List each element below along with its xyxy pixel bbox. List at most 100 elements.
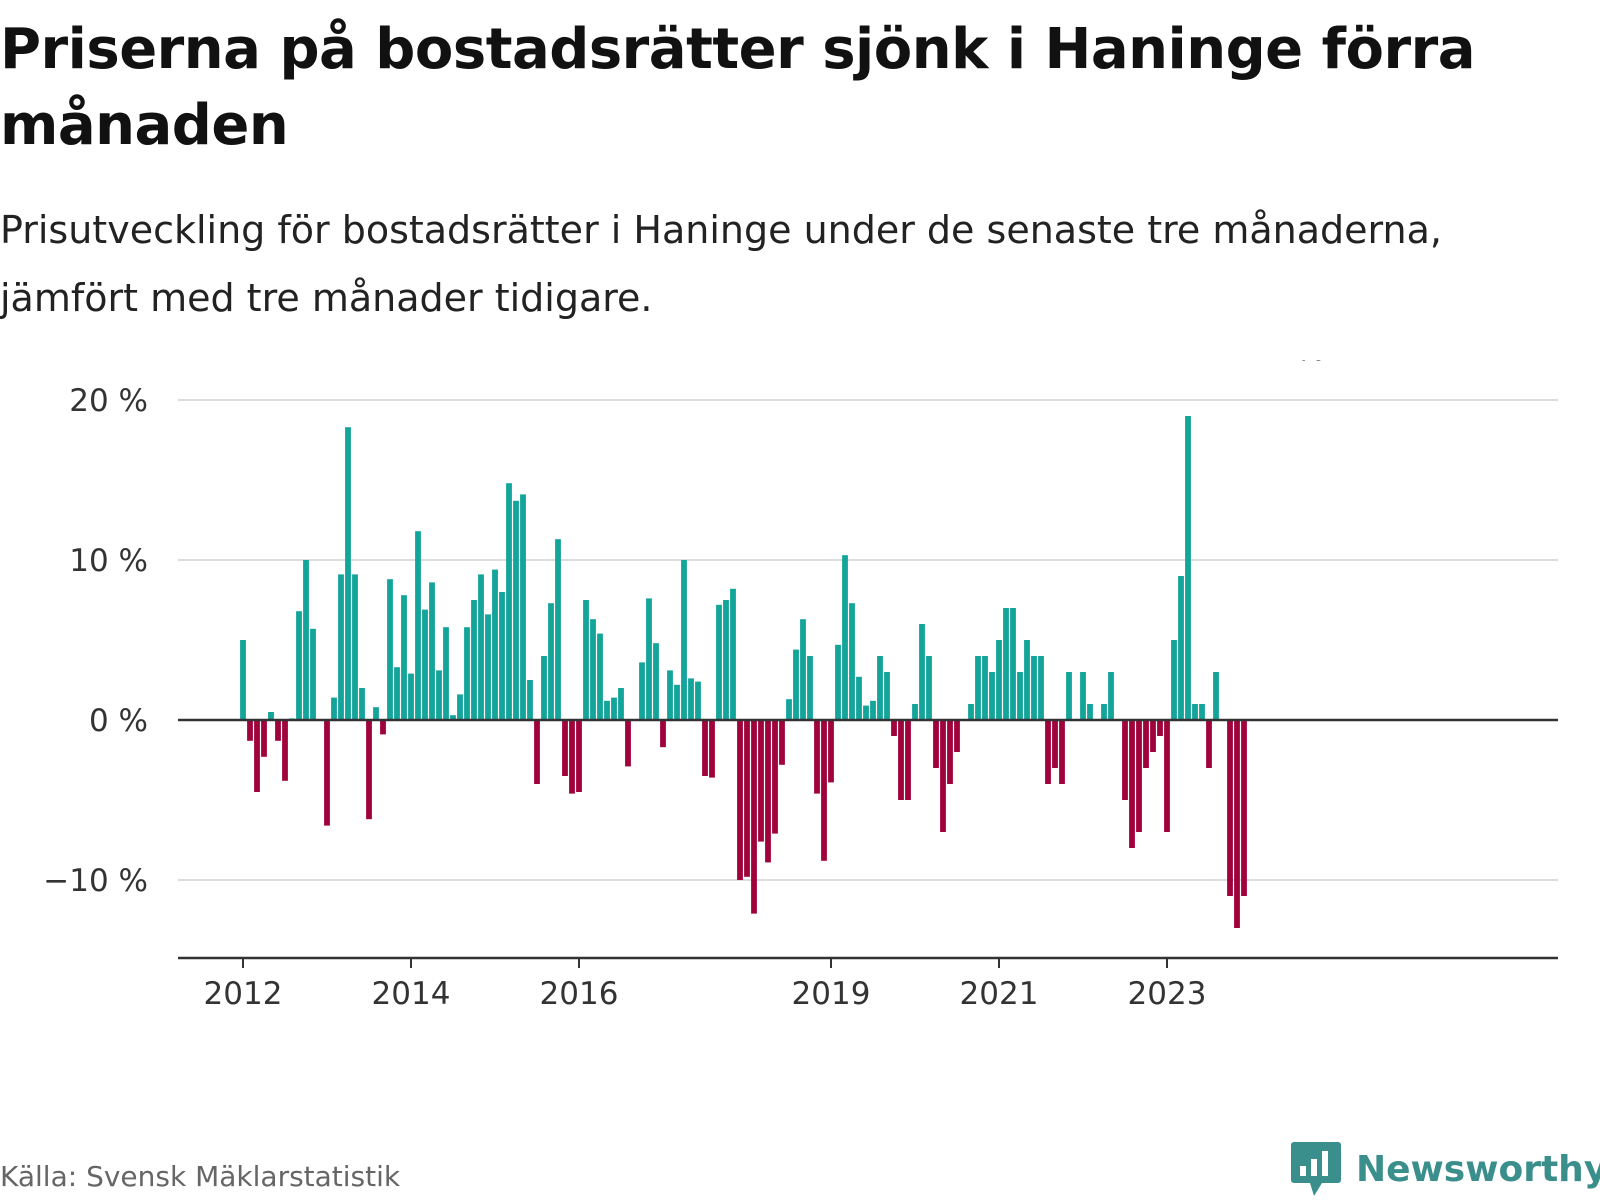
bar xyxy=(1213,672,1219,720)
bar xyxy=(723,600,729,720)
bar xyxy=(681,560,687,720)
bar xyxy=(576,720,582,792)
bar xyxy=(275,720,281,741)
bar xyxy=(814,720,820,794)
bar xyxy=(1199,704,1205,720)
bar xyxy=(513,500,519,720)
brand-name: Newsworthy xyxy=(1356,1148,1600,1190)
y-tick-label: 20 % xyxy=(69,383,148,419)
bar xyxy=(1010,608,1016,720)
bar xyxy=(254,720,260,792)
bar xyxy=(1080,672,1086,720)
bar xyxy=(345,427,351,720)
bar xyxy=(1052,720,1058,768)
newsworthy-logo[interactable]: Newsworthy xyxy=(1290,1140,1600,1198)
y-tick-label: 0 % xyxy=(89,703,148,739)
bar xyxy=(401,595,407,720)
bar xyxy=(1171,640,1177,720)
x-tick-label: 2016 xyxy=(540,976,619,1012)
bar xyxy=(1157,720,1163,736)
bar xyxy=(1241,720,1247,896)
bar xyxy=(1031,656,1037,720)
bar xyxy=(912,704,918,720)
bar xyxy=(835,644,841,720)
bar xyxy=(485,614,491,720)
bar xyxy=(744,720,750,877)
bar xyxy=(1185,416,1191,720)
bar xyxy=(1059,720,1065,784)
bar xyxy=(555,539,561,720)
bar xyxy=(660,720,666,748)
bar xyxy=(387,579,393,720)
bar xyxy=(618,688,624,720)
bar xyxy=(415,531,421,720)
bar xyxy=(1017,672,1023,720)
bar xyxy=(975,656,981,720)
bar xyxy=(989,672,995,720)
bar xyxy=(331,697,337,720)
bar xyxy=(569,720,575,794)
labels: 20 % 10 % 0 % −10 % 2012 2014 2016 2019 2021 2023… xyxy=(43,360,1328,1012)
bar xyxy=(688,678,694,720)
bar xyxy=(471,600,477,720)
y-tick-label: 10 % xyxy=(69,543,148,579)
bar xyxy=(373,707,379,720)
bar xyxy=(856,676,862,720)
x-tick-label: 2023 xyxy=(1128,976,1207,1012)
bar xyxy=(1129,720,1135,848)
bar xyxy=(898,720,904,800)
bar xyxy=(282,720,288,781)
bar xyxy=(506,483,512,720)
bar xyxy=(702,720,708,776)
bars xyxy=(240,416,1247,928)
bar xyxy=(758,720,764,842)
bar xyxy=(772,720,778,834)
bar xyxy=(394,667,400,720)
bar xyxy=(709,720,715,778)
bar xyxy=(982,656,988,720)
newsworthy-logo-icon xyxy=(1291,1142,1341,1196)
bar xyxy=(520,494,526,720)
y-tick-label: −10 % xyxy=(43,863,148,899)
bar xyxy=(499,592,505,720)
bar xyxy=(338,574,344,720)
bar xyxy=(1227,720,1233,896)
bar xyxy=(625,720,631,767)
last-value-label: −11 % xyxy=(1221,360,1326,368)
bar xyxy=(408,673,414,720)
bar xyxy=(604,700,610,720)
chart-title: Priserna på bostadsrätter sjönk i Haning… xyxy=(0,17,1476,158)
bar xyxy=(492,569,498,720)
bar xyxy=(1024,640,1030,720)
bar xyxy=(324,720,330,826)
bar xyxy=(534,720,540,784)
x-tick-label: 2021 xyxy=(960,976,1039,1012)
bar xyxy=(751,720,757,914)
axes xyxy=(178,718,1558,968)
bar xyxy=(422,609,428,720)
bar xyxy=(919,624,925,720)
bar xyxy=(247,720,253,741)
bar xyxy=(639,662,645,720)
bar xyxy=(268,712,274,720)
bar xyxy=(1143,720,1149,768)
bar xyxy=(821,720,827,861)
bar xyxy=(828,720,834,783)
bar xyxy=(877,656,883,720)
bar xyxy=(1192,704,1198,720)
bar xyxy=(695,681,701,720)
bar xyxy=(352,574,358,720)
bar xyxy=(1206,720,1212,768)
bar xyxy=(1101,704,1107,720)
bar xyxy=(863,705,869,720)
bar xyxy=(1108,672,1114,720)
bar xyxy=(842,555,848,720)
bar xyxy=(716,604,722,720)
bar xyxy=(765,720,771,863)
bar xyxy=(1150,720,1156,752)
bar xyxy=(800,619,806,720)
bar xyxy=(590,619,596,720)
bar xyxy=(1066,672,1072,720)
bar xyxy=(541,656,547,720)
x-tick-label: 2012 xyxy=(204,976,283,1012)
